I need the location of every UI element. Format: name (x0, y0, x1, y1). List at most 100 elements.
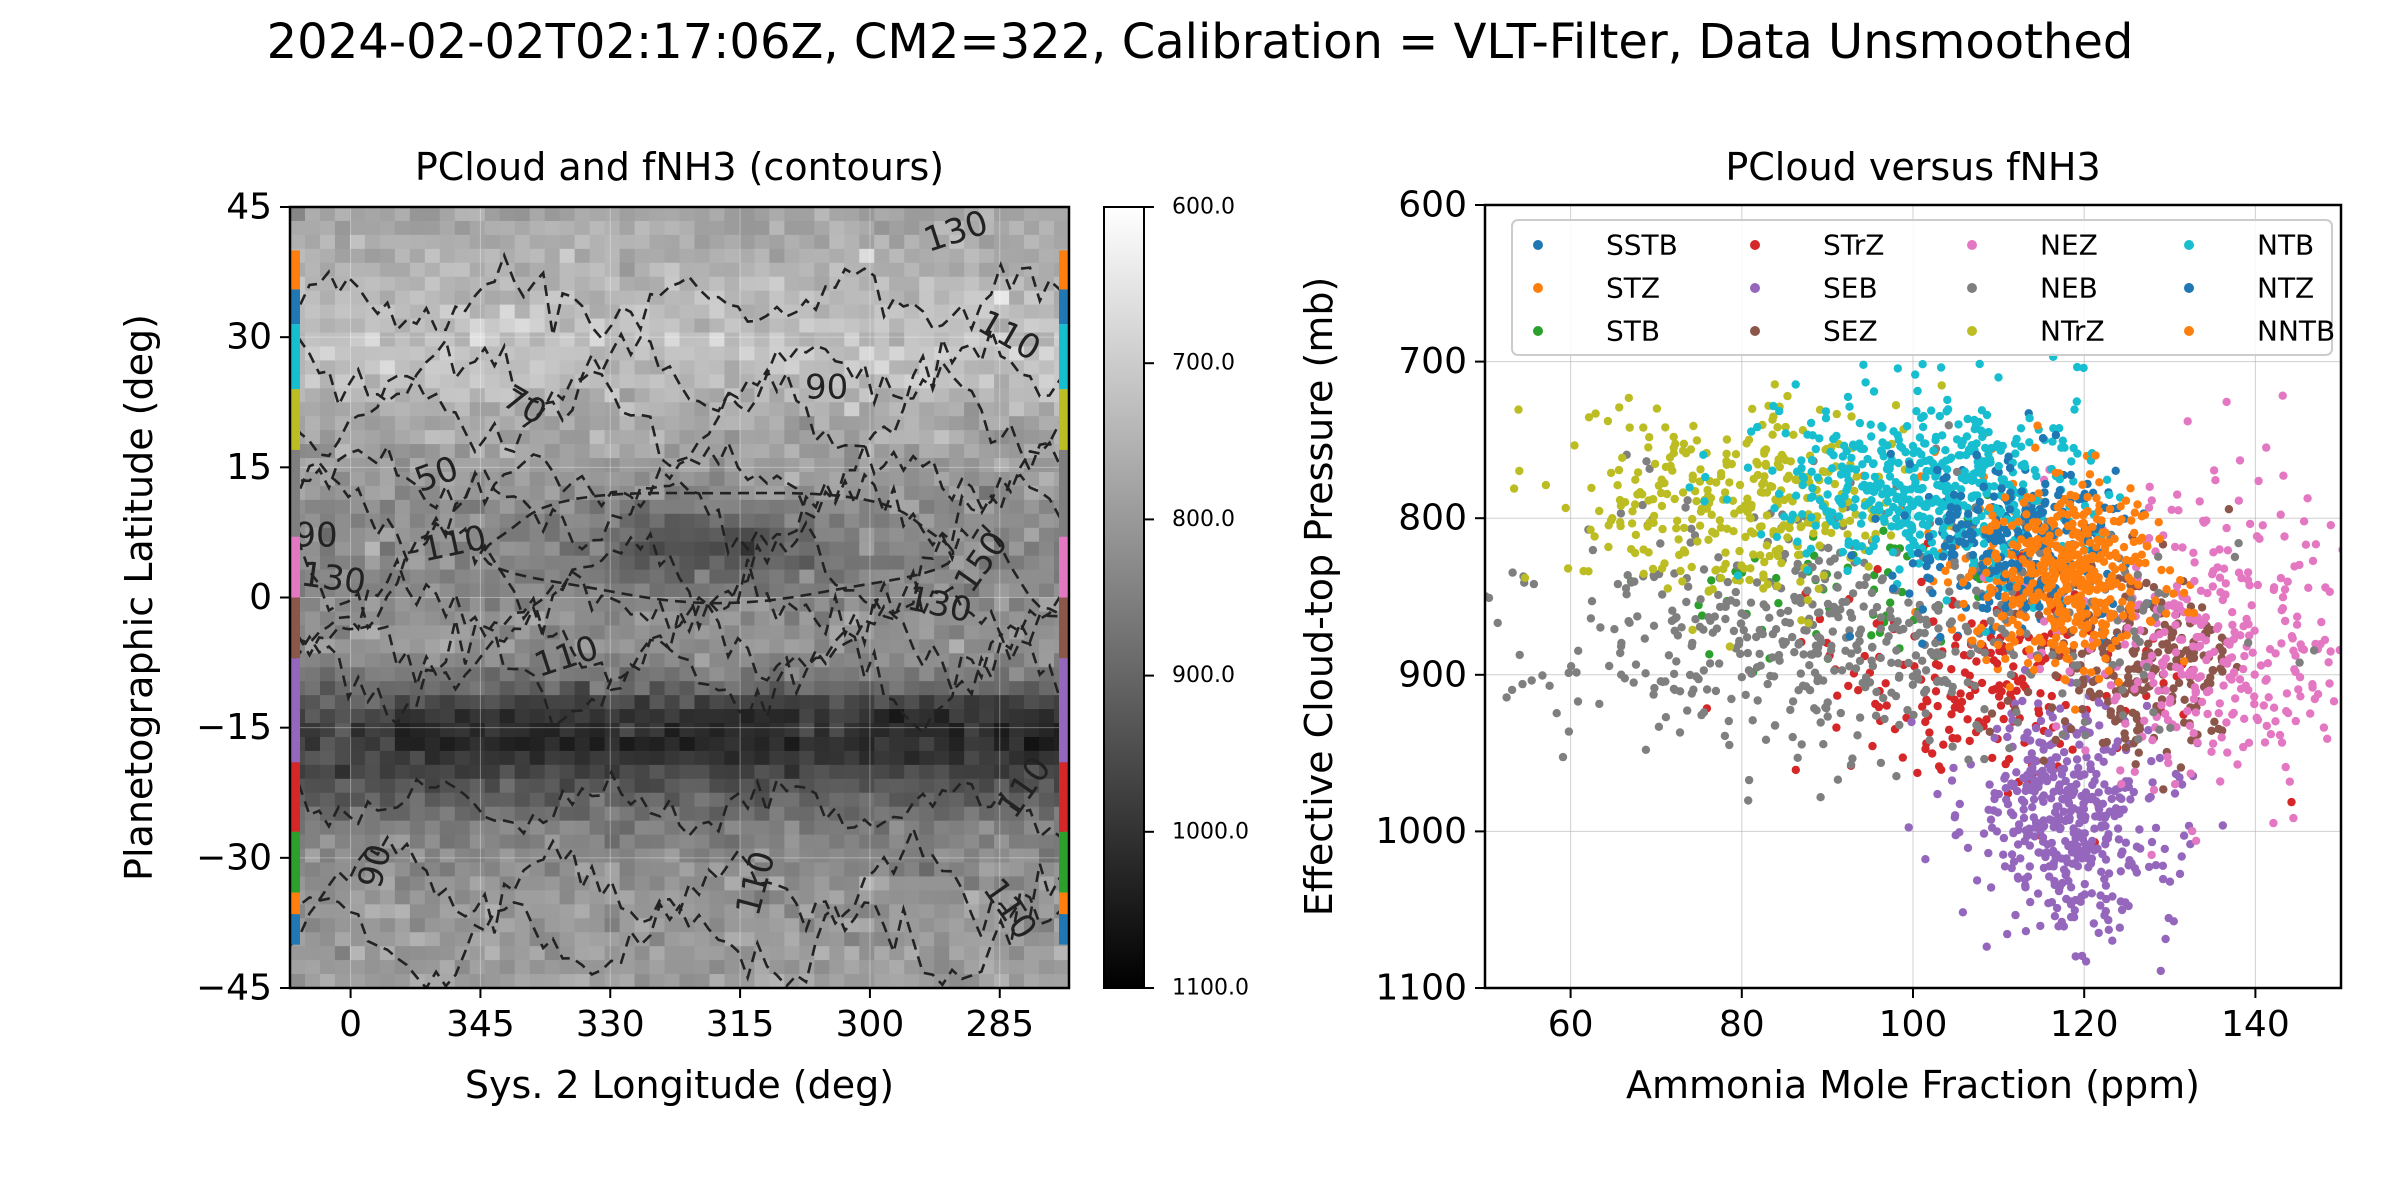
heatmap-cell (589, 541, 606, 557)
heatmap-cell (979, 932, 995, 947)
heatmap-cell (679, 513, 696, 529)
heatmap-cell (409, 918, 426, 933)
scatter-point-neb (1587, 597, 1597, 606)
scatter-point-neb (1744, 796, 1753, 805)
scatter-point-seb (2124, 861, 2133, 870)
heatmap-cell (709, 695, 726, 710)
heatmap-cell (904, 207, 920, 222)
heatmap-cell (604, 709, 621, 724)
scatter-point-neb (2244, 638, 2253, 647)
heatmap-cell (499, 960, 516, 975)
heatmap-cell (1039, 820, 1055, 836)
heatmap-cell (319, 541, 336, 557)
scatter-point-seb (2048, 713, 2057, 722)
heatmap-cell (394, 458, 411, 473)
heatmap-cell (934, 946, 950, 961)
heatmap-cell (529, 876, 546, 891)
heatmap-cell (724, 248, 741, 264)
heatmap-cell (409, 555, 426, 571)
heatmap-cell (904, 248, 920, 264)
heatmap-cell (604, 220, 621, 236)
heatmap-cell (454, 555, 471, 571)
heatmap-cell (1024, 695, 1040, 710)
heatmap-cell (469, 932, 486, 947)
heatmap-cell (859, 862, 875, 878)
heatmap-cell (619, 723, 636, 738)
scatter-point-seb (2041, 852, 2050, 862)
heatmap-cell (649, 820, 666, 836)
scatter-point-neb (2036, 549, 2045, 558)
heatmap-cell (979, 667, 995, 682)
heatmap-cell (964, 276, 980, 292)
contour-label: 90 (805, 368, 848, 408)
scatter-point-neb (1720, 731, 1730, 741)
heatmap-cell (469, 778, 486, 794)
heatmap-cell (979, 792, 995, 808)
scatter-point-seb (2014, 874, 2023, 883)
scatter-point-sez (2153, 648, 2163, 657)
scatter-point-nez (2052, 722, 2061, 731)
heatmap-cell (724, 778, 741, 794)
heatmap-cell (724, 513, 741, 529)
heatmap-cell (649, 639, 666, 654)
heatmap-cell (364, 960, 381, 975)
scatter-point-nez (2227, 675, 2236, 684)
heatmap-cell (349, 667, 366, 682)
heatmap-cell (979, 388, 995, 403)
heatmap-cell (649, 220, 666, 236)
scatter-point-seb (2144, 862, 2154, 872)
scatter-point-sez (2095, 689, 2104, 698)
heatmap-cell (364, 653, 381, 668)
heatmap-cell (964, 946, 980, 961)
heatmap-cell (949, 458, 965, 473)
heatmap-cell (604, 792, 621, 808)
heatmap-cell (694, 764, 711, 780)
heatmap-cell (1009, 806, 1025, 822)
heatmap-cell (484, 207, 501, 222)
scatter-point-neb (1921, 685, 1931, 695)
heatmap-cell (454, 932, 471, 947)
scatter-point-sez (1987, 709, 1997, 718)
heatmap-cell (589, 290, 606, 306)
heatmap-cell (679, 750, 696, 766)
heatmap-cell (499, 430, 516, 445)
heatmap-cell (499, 890, 516, 905)
heatmap-cell (544, 667, 561, 682)
scatter-point-seb (2116, 867, 2125, 876)
heatmap-cell (679, 276, 696, 292)
heatmap-cell (379, 499, 396, 515)
heatmap-cell (439, 848, 456, 864)
heatmap-cell (589, 430, 606, 445)
heatmap-cell (499, 513, 516, 529)
heatmap-cell (484, 220, 501, 236)
heatmap-cell (919, 736, 935, 752)
heatmap-cell (709, 276, 726, 292)
heatmap-cell (679, 625, 696, 640)
heatmap-cell (919, 932, 935, 947)
heatmap-cell (724, 555, 741, 571)
heatmap-cell (739, 388, 755, 403)
heatmap-cell (784, 960, 800, 975)
scatter-point-seb (2026, 897, 2035, 907)
scatter-point-sez (2111, 717, 2120, 726)
heatmap-cell (754, 430, 770, 445)
scatter-point-neb (1605, 661, 1614, 671)
heatmap-cell (349, 374, 366, 389)
heatmap-cell (904, 527, 920, 543)
heatmap-cell (874, 346, 890, 362)
scatter-point-seb (2177, 852, 2186, 861)
scatter-point-seb (2097, 867, 2106, 876)
heatmap-cell (394, 876, 411, 891)
scatter-point-seb (2169, 917, 2178, 926)
scatter-point-neb (1508, 568, 1517, 577)
scatter-point-seb (2165, 877, 2175, 886)
heatmap-cell (994, 318, 1010, 334)
heatmap-cell (874, 667, 890, 682)
heatmap-cell (949, 709, 965, 724)
scatter-point-neb (1798, 571, 1807, 580)
heatmap-cell (904, 806, 920, 822)
heatmap-cell (349, 918, 366, 933)
heatmap-cell (454, 862, 471, 878)
heatmap-cell (799, 820, 815, 836)
heatmap-cell (334, 304, 351, 320)
